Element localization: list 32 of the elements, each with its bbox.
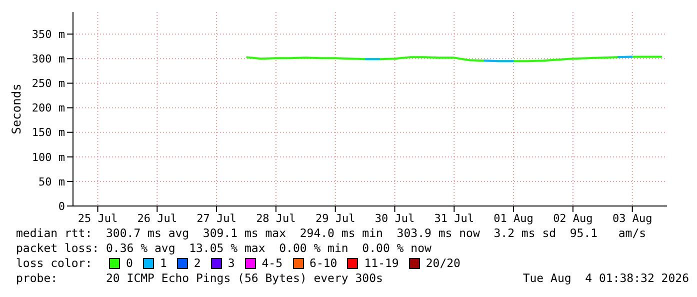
legend-label: 4-5: [260, 256, 283, 271]
y-tick-label: 200 m: [32, 102, 66, 115]
y-tick-label: 50 m: [38, 175, 66, 188]
legend-title: loss color:: [16, 256, 94, 271]
legend-label: 11-19: [363, 256, 399, 271]
legend-label: 20/20: [424, 256, 460, 271]
x-tick-label: 01 Aug: [494, 212, 534, 225]
x-tick-label: 26 Jul: [137, 212, 178, 225]
text: probe: 20 ICMP Echo Pings (56 Bytes) every 300s: [16, 271, 383, 286]
x-tick-label: 31 Jul: [434, 212, 474, 225]
y-tick-label: 350 m: [32, 28, 66, 42]
x-tick-label: 28 Jul: [256, 212, 296, 225]
text: packet loss: 0.36 % avg 13.05 % max 0.00 % min 0.00 % now: [16, 241, 432, 256]
legend-label: 3: [226, 256, 235, 271]
text: median rtt: 300.7 ms avg 309.1 ms max 294.0 ms min 303.9 ms now 3.2 ms sd 95.1 am/s: [16, 226, 648, 241]
y-tick-label: 100 m: [32, 150, 66, 164]
legend-label: 6-10: [308, 256, 338, 271]
x-tick-label: 25 Jul: [78, 212, 118, 225]
x-tick-label: 02 Aug: [553, 212, 593, 225]
y-tick-label: 150 m: [32, 126, 66, 140]
y-axis-title: Seconds: [9, 84, 24, 134]
y-tick-label: 0: [58, 200, 65, 213]
x-tick-label: 03 Aug: [612, 212, 652, 225]
legend-label: 0: [125, 256, 133, 271]
text: Tue Aug 4 01:38:32 2026: [522, 271, 689, 286]
x-tick-label: 30 Jul: [374, 212, 415, 225]
x-tick-label: 27 Jul: [196, 212, 236, 225]
y-tick-label: 250 m: [32, 77, 66, 90]
legend-label: 2: [192, 256, 201, 271]
y-tick-label: 300 m: [32, 52, 66, 66]
legend-label: 1: [158, 256, 167, 271]
x-tick-label: 29 Jul: [315, 212, 356, 225]
